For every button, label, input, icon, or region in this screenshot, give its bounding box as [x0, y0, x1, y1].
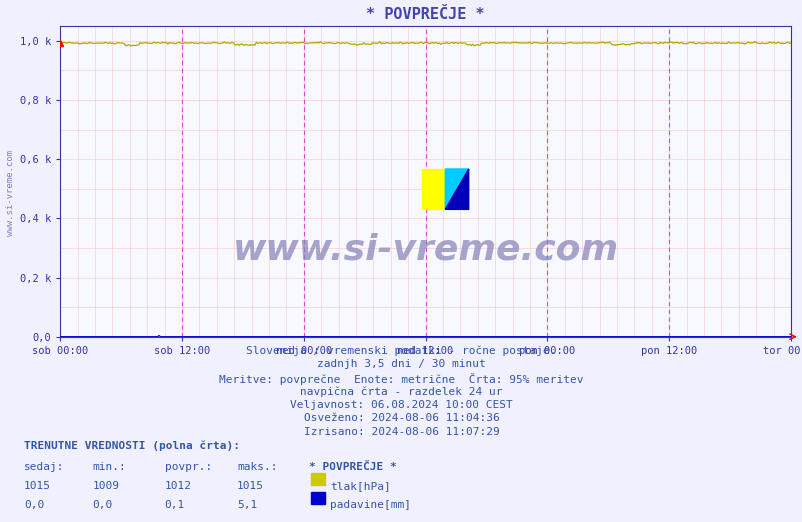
Text: 0,0: 0,0: [92, 500, 112, 509]
Text: padavine[mm]: padavine[mm]: [330, 500, 411, 509]
Text: 1012: 1012: [164, 481, 192, 491]
Text: Osveženo: 2024-08-06 11:04:36: Osveženo: 2024-08-06 11:04:36: [303, 413, 499, 423]
Polygon shape: [445, 169, 468, 209]
Text: maks.:: maks.:: [237, 462, 277, 472]
Text: 5,1: 5,1: [237, 500, 257, 509]
Text: * POVPREČJE *: * POVPREČJE *: [309, 462, 396, 472]
Text: min.:: min.:: [92, 462, 126, 472]
Text: tlak[hPa]: tlak[hPa]: [330, 481, 391, 491]
Text: povpr.:: povpr.:: [164, 462, 212, 472]
Text: Meritve: povprečne  Enote: metrične  Črta: 95% meritev: Meritve: povprečne Enote: metrične Črta:…: [219, 373, 583, 385]
Polygon shape: [445, 169, 468, 209]
Text: 0,1: 0,1: [164, 500, 184, 509]
Text: navpična črta - razdelek 24 ur: navpična črta - razdelek 24 ur: [300, 386, 502, 397]
Text: 1015: 1015: [237, 481, 264, 491]
Text: zadnjh 3,5 dni / 30 minut: zadnjh 3,5 dni / 30 minut: [317, 359, 485, 369]
Text: 1009: 1009: [92, 481, 119, 491]
Text: TRENUTNE VREDNOSTI (polna črta):: TRENUTNE VREDNOSTI (polna črta):: [24, 440, 240, 450]
Text: sedaj:: sedaj:: [24, 462, 64, 472]
Text: 0,0: 0,0: [24, 500, 44, 509]
Text: Veljavnost: 06.08.2024 10:00 CEST: Veljavnost: 06.08.2024 10:00 CEST: [290, 400, 512, 410]
Text: www.si-vreme.com: www.si-vreme.com: [233, 233, 618, 267]
Title: * POVPREČJE *: * POVPREČJE *: [366, 7, 484, 22]
Text: 1015: 1015: [24, 481, 51, 491]
Text: Slovenija / vremenski podatki - ročne postaje.: Slovenija / vremenski podatki - ročne po…: [246, 346, 556, 356]
Text: www.si-vreme.com: www.si-vreme.com: [6, 150, 15, 236]
Text: Izrisano: 2024-08-06 11:07:29: Izrisano: 2024-08-06 11:07:29: [303, 427, 499, 437]
Bar: [421, 169, 445, 209]
